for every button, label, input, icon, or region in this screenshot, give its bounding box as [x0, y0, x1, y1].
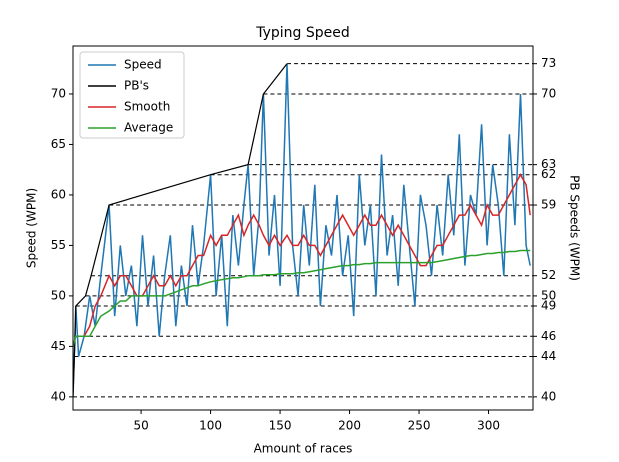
x-tick-label: 150 — [269, 419, 292, 433]
y2-tick-label: 50 — [541, 288, 556, 302]
y2-tick-label: 59 — [541, 198, 556, 212]
y-tick-label: 65 — [51, 137, 66, 151]
x-tick-label: 250 — [408, 419, 431, 433]
legend-label: Average — [124, 121, 173, 135]
y2-tick-label: 40 — [541, 389, 556, 403]
y2-axis-label: PB Speeds (WPM) — [568, 175, 582, 281]
y-tick-label: 50 — [51, 288, 66, 302]
legend-label: Speed — [124, 58, 162, 72]
y2-tick-label: 63 — [541, 157, 556, 171]
legend-label: PB's — [124, 79, 149, 93]
y-tick-label: 70 — [51, 86, 66, 100]
x-tick-label: 100 — [199, 419, 222, 433]
legend-box — [79, 51, 185, 139]
y-tick-label: 45 — [51, 339, 66, 353]
x-tick-label: 50 — [133, 419, 148, 433]
chart-title: Typing Speed — [255, 25, 350, 41]
y2-tick-label: 70 — [541, 86, 556, 100]
x-tick-label: 300 — [477, 419, 500, 433]
x-tick-label: 200 — [338, 419, 361, 433]
x-axis-label: Amount of races — [254, 442, 353, 456]
y2-tick-label: 49 — [541, 299, 556, 313]
y-tick-label: 55 — [51, 238, 66, 252]
series-line — [73, 63, 531, 397]
y-axis-label: Speed (WPM) — [25, 188, 39, 268]
y2-tick-label: 62 — [541, 167, 556, 181]
series-line — [73, 249, 531, 347]
plot-frame — [72, 45, 534, 411]
y-tick-label: 40 — [51, 389, 66, 403]
y2-tick-label: 52 — [541, 268, 556, 282]
series-line — [73, 173, 531, 347]
y2-tick-label: 46 — [541, 329, 556, 343]
y2-tick-label: 73 — [541, 56, 556, 70]
legend-label: Smooth — [124, 100, 170, 114]
y-tick-label: 60 — [51, 187, 66, 201]
y2-tick-label: 44 — [541, 349, 556, 363]
series-line — [73, 63, 288, 397]
